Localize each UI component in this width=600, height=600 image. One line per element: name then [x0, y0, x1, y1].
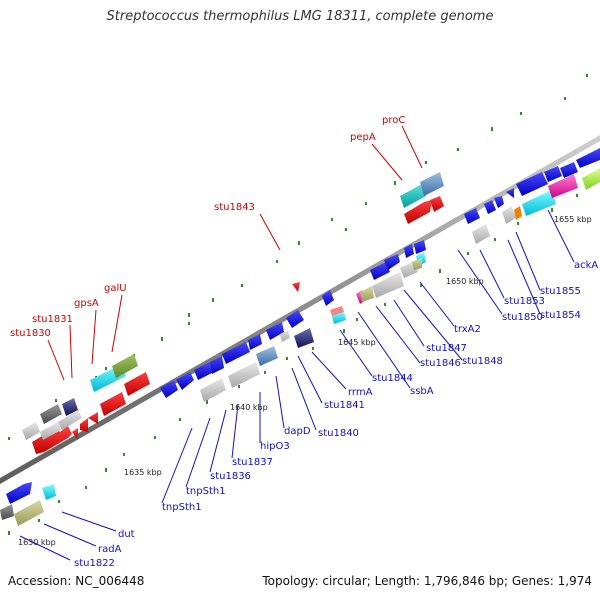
gene-label: stu1847 — [426, 343, 467, 354]
gene-label: gpsA — [74, 298, 99, 309]
scale-label: 1630 kbp — [18, 538, 56, 547]
reverse-strand-features — [0, 148, 600, 526]
gene-label: pepA — [350, 132, 376, 143]
gene-label: ssbA — [410, 386, 434, 397]
scale-label: 1635 kbp — [124, 468, 162, 477]
gene-label: stu1850 — [502, 312, 543, 323]
map-title: Streptococcus thermophilus LMG 18311, co… — [106, 9, 494, 24]
gene-label: stu1836 — [210, 471, 251, 482]
gene-label: ackA — [574, 260, 598, 271]
topology-text: Topology: circular; Length: 1,796,846 bp… — [262, 574, 592, 588]
gene-label: trxA2 — [454, 324, 481, 335]
gene-label: stu1830 — [10, 328, 51, 339]
gene-label: stu1822 — [74, 558, 115, 569]
gene-label: stu1841 — [324, 400, 365, 411]
gene-label: stu1848 — [462, 356, 503, 367]
gene-label: hipO3 — [260, 441, 290, 452]
leader-lines — [19, 125, 575, 561]
accession-text: Accession: NC_006448 — [8, 574, 145, 588]
gene-label: stu1853 — [504, 296, 545, 307]
forward-strand-features — [22, 172, 444, 454]
gene-label: stu1855 — [540, 286, 581, 297]
gene-label: stu1854 — [540, 310, 581, 321]
scale-label: 1650 kbp — [446, 277, 484, 286]
gene-label: galU — [104, 283, 127, 294]
gene-label: tnpSth1 — [186, 486, 226, 497]
scale-label: 1640 kbp — [230, 403, 268, 412]
gene-label: stu1843 — [214, 202, 255, 213]
gene-label: dapD — [284, 426, 311, 437]
scale-label: 1655 kbp — [554, 215, 592, 224]
forward-gene-labels: stu1830 stu1831 gpsA galU stu1843 pepA p… — [10, 115, 405, 339]
scale-label: 1645 kbp — [338, 338, 376, 347]
gene-label: rrmA — [348, 387, 373, 398]
inner-ticks — [8, 194, 578, 535]
gene-label: proC — [382, 115, 405, 126]
gene-label: stu1846 — [420, 358, 461, 369]
gene-label: dut — [118, 529, 135, 540]
scale-labels: 1630 kbp 1635 kbp 1640 kbp 1645 kbp 1650… — [18, 215, 592, 547]
reverse-gene-labels: stu1822 radA dut tnpSth1 tnpSth1 stu1836… — [74, 260, 598, 569]
gene-label: radA — [98, 544, 122, 555]
genome-backbone — [0, 135, 600, 484]
gene-label: stu1837 — [232, 457, 273, 468]
gene-label: tnpSth1 — [162, 502, 202, 513]
gene-label: stu1844 — [372, 373, 413, 384]
gene-label: stu1840 — [318, 428, 359, 439]
gene-label: stu1831 — [32, 314, 73, 325]
